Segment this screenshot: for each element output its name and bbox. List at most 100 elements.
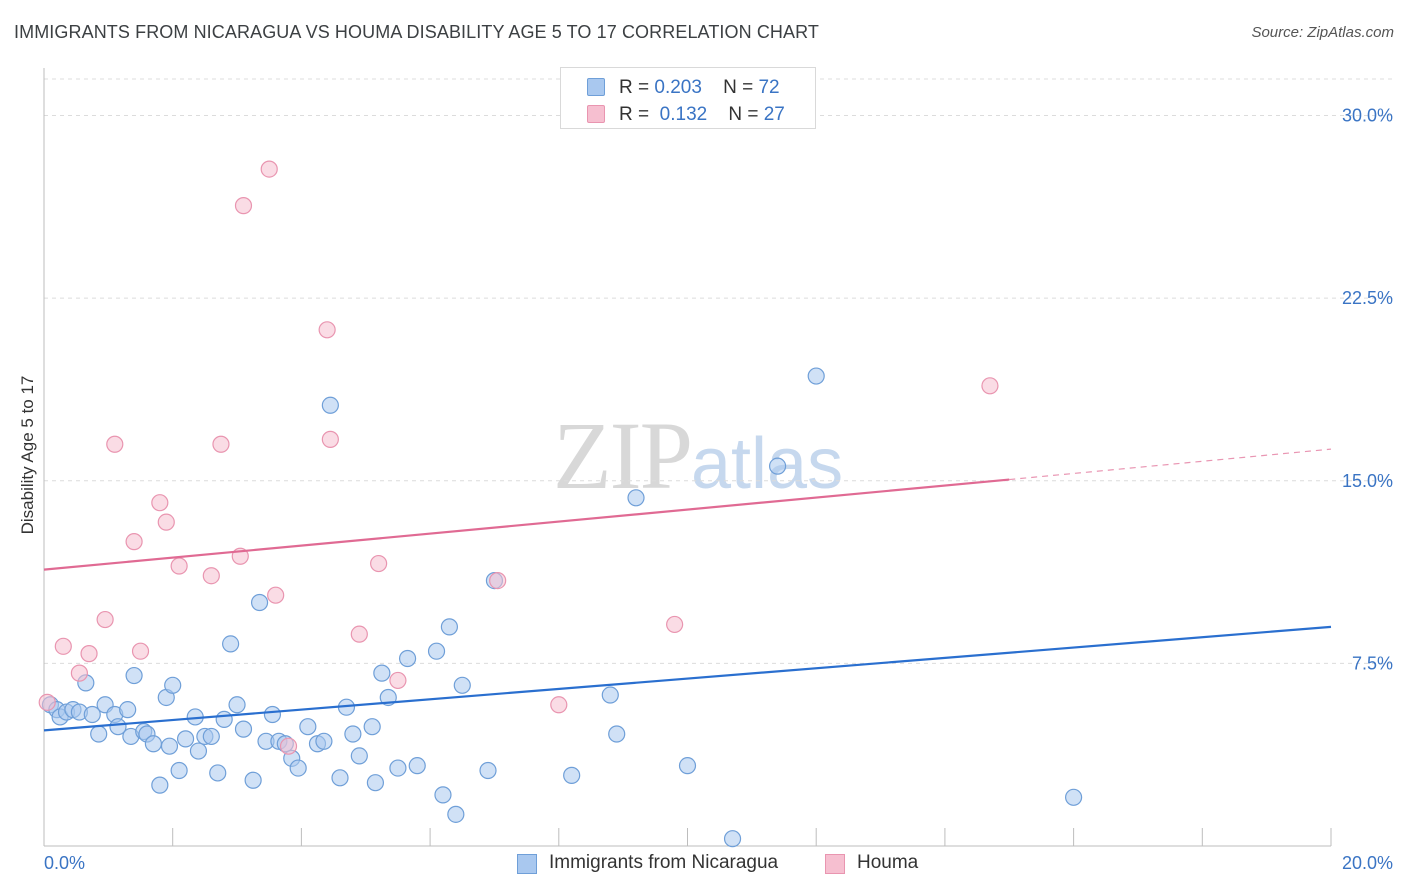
- data-point-houma: [981, 377, 999, 395]
- data-point-nicaragua: [440, 618, 459, 636]
- data-point-nicaragua: [447, 805, 465, 823]
- legend-label-houma: Houma: [857, 852, 919, 873]
- data-point-nicaragua: [315, 732, 333, 750]
- data-point-nicaragua: [331, 769, 349, 787]
- data-point-nicaragua: [109, 718, 127, 736]
- data-point-houma: [666, 615, 684, 634]
- y-tick-label: 30.0%: [1342, 106, 1393, 126]
- source-label: Source: ZipAtlas.com: [1251, 24, 1394, 41]
- data-point-houma: [70, 664, 88, 682]
- watermark-zip: ZIP: [553, 402, 693, 509]
- data-point-houma: [260, 160, 278, 178]
- data-point-nicaragua: [807, 367, 825, 385]
- data-point-nicaragua: [228, 696, 246, 714]
- data-point-nicaragua: [434, 786, 452, 804]
- data-point-houma: [370, 554, 388, 573]
- trend-line-nicaragua: [43, 625, 1332, 732]
- data-point-nicaragua: [125, 666, 143, 685]
- legend-swatch-pink: [825, 854, 845, 874]
- data-point-houma: [267, 586, 285, 604]
- y-tick-label: 7.5%: [1352, 653, 1393, 673]
- data-point-houma: [321, 430, 339, 448]
- data-point-nicaragua: [408, 757, 426, 775]
- trend-line-houma: [43, 478, 1010, 571]
- data-point-nicaragua: [263, 705, 282, 724]
- y-axis-label: Disability Age 5 to 17: [18, 375, 37, 535]
- data-point-nicaragua: [234, 720, 253, 738]
- data-point-nicaragua: [222, 635, 240, 653]
- data-point-nicaragua: [164, 676, 182, 694]
- correlation-legend: R = 0.203 N = 72 R = 0.132 N = 27: [560, 67, 816, 129]
- data-point-nicaragua: [90, 725, 108, 743]
- data-point-houma: [489, 571, 507, 590]
- x-tick-label: 20.0%: [1342, 853, 1393, 873]
- data-point-houma: [350, 625, 368, 643]
- data-point-nicaragua: [244, 771, 262, 789]
- data-point-nicaragua: [350, 747, 368, 765]
- data-point-nicaragua: [366, 774, 385, 792]
- data-point-houma: [550, 696, 568, 714]
- data-point-nicaragua: [678, 757, 697, 775]
- data-point-houma: [131, 642, 150, 660]
- data-point-nicaragua: [151, 776, 169, 794]
- data-point-nicaragua: [202, 727, 220, 746]
- data-point-nicaragua: [479, 761, 497, 780]
- watermark: ZIPatlas: [553, 400, 843, 511]
- data-point-nicaragua: [1064, 788, 1083, 806]
- legend-swatch-pink: [587, 105, 605, 123]
- data-point-houma: [80, 645, 98, 663]
- data-point-nicaragua: [723, 830, 742, 848]
- legend-text: R = 0.203 N = 72: [619, 77, 780, 98]
- watermark-atlas: atlas: [691, 424, 844, 504]
- data-point-nicaragua: [344, 725, 362, 743]
- data-point-nicaragua: [768, 457, 787, 475]
- data-point-nicaragua: [299, 718, 317, 736]
- data-point-nicaragua: [373, 664, 391, 682]
- data-point-houma: [151, 494, 169, 512]
- data-point-nicaragua: [119, 701, 137, 719]
- data-point-nicaragua: [321, 396, 339, 414]
- data-point-nicaragua: [427, 642, 446, 660]
- data-point-nicaragua: [389, 759, 407, 777]
- data-point-nicaragua: [250, 593, 269, 612]
- data-point-nicaragua: [453, 676, 471, 694]
- data-point-nicaragua: [398, 649, 417, 668]
- data-point-nicaragua: [289, 759, 307, 777]
- legend-swatch-blue: [517, 854, 537, 874]
- data-point-nicaragua: [563, 766, 581, 784]
- data-point-houma: [212, 435, 230, 453]
- data-point-nicaragua: [627, 489, 645, 507]
- data-point-houma: [106, 435, 124, 453]
- y-tick-label: 15.0%: [1342, 471, 1393, 491]
- data-point-houma: [38, 693, 56, 711]
- data-point-nicaragua: [363, 718, 381, 736]
- data-point-houma: [96, 610, 114, 629]
- data-point-nicaragua: [83, 705, 101, 724]
- data-point-nicaragua: [601, 686, 619, 704]
- chart-title: IMMIGRANTS FROM NICARAGUA VS HOUMA DISAB…: [14, 22, 819, 42]
- data-point-nicaragua: [160, 737, 179, 755]
- data-point-nicaragua: [608, 725, 626, 743]
- data-point-nicaragua: [209, 764, 227, 782]
- data-point-houma: [170, 557, 188, 575]
- data-point-nicaragua: [170, 761, 188, 780]
- data-point-nicaragua: [189, 742, 208, 760]
- y-tick-label: 22.5%: [1342, 288, 1393, 308]
- legend-text: R = 0.132 N = 27: [619, 104, 785, 125]
- data-point-houma: [234, 197, 253, 215]
- legend-swatch-blue: [587, 78, 605, 96]
- data-point-houma: [279, 737, 298, 755]
- data-point-houma: [389, 671, 407, 690]
- data-point-nicaragua: [176, 730, 195, 748]
- x-tick-label: 0.0%: [44, 853, 85, 873]
- data-point-houma: [318, 321, 336, 339]
- data-point-houma: [202, 567, 220, 585]
- data-point-nicaragua: [215, 710, 233, 728]
- legend-label-nicaragua: Immigrants from Nicaragua: [549, 852, 779, 873]
- trend-line-extension-houma: [1009, 448, 1332, 481]
- data-point-houma: [54, 637, 72, 655]
- data-point-houma: [157, 513, 175, 531]
- data-point-nicaragua: [144, 735, 162, 753]
- data-point-houma: [125, 533, 143, 551]
